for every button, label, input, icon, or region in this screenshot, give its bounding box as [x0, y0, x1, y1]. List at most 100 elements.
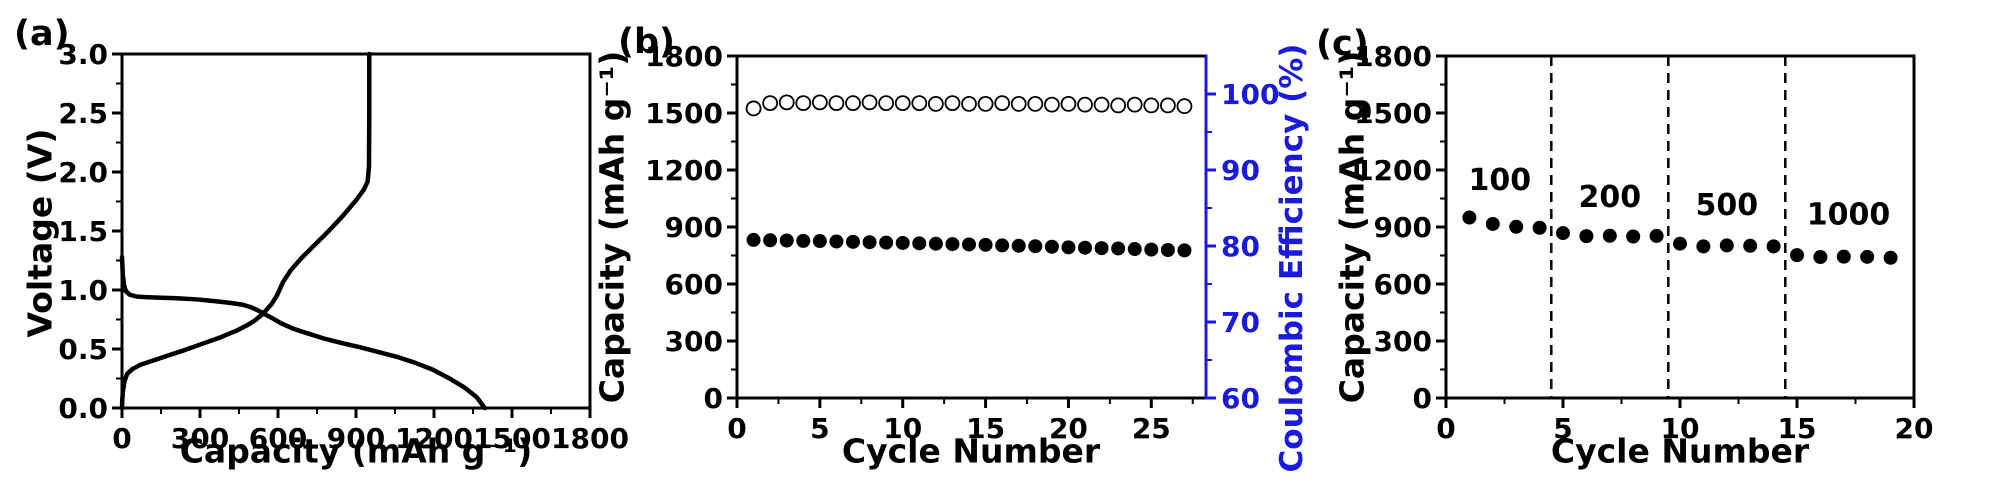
- x-tick-label: 300: [171, 422, 229, 455]
- rate-capacity-point: [1790, 248, 1804, 263]
- y2-tick-label: 90: [1221, 154, 1260, 187]
- y2-axis-title-b: Coulombic Efficiency (%): [1274, 43, 1310, 473]
- capacity-point: [1111, 241, 1126, 256]
- discharge-curve: [119, 254, 487, 411]
- coulombic-efficiency-point: [1110, 97, 1127, 114]
- y-tick-label: 1800: [645, 40, 723, 73]
- x-tick-label: 600: [249, 422, 307, 455]
- x-tick-label: 20: [1895, 412, 1934, 445]
- coulombic-efficiency-point: [1077, 96, 1093, 113]
- rate-label: 500: [1695, 188, 1758, 223]
- coulombic-efficiency-point: [1010, 95, 1027, 112]
- capacity-point: [846, 234, 861, 249]
- rate-capacity-point: [1673, 236, 1687, 251]
- rate-capacity-point: [1462, 210, 1477, 225]
- rate-capacity-point: [1509, 219, 1524, 234]
- capacity-point: [1177, 243, 1192, 258]
- rate-capacity-point: [1696, 239, 1711, 254]
- x-tick-label: 1800: [551, 422, 629, 455]
- rate-label: 1000: [1807, 198, 1891, 233]
- panel-label-a: (a): [14, 14, 70, 54]
- coulombic-efficiency-point: [778, 94, 795, 111]
- coulombic-efficiency-point: [961, 95, 977, 112]
- coulombic-efficiency-point: [795, 95, 812, 112]
- y-tick-label: 2.0: [58, 156, 108, 189]
- y2-tick-label: 60: [1221, 382, 1260, 415]
- capacity-point: [763, 233, 778, 248]
- coulombic-efficiency-point: [927, 95, 944, 112]
- y-axis-title-a: Voltage (V): [20, 128, 60, 338]
- capacity-point: [928, 236, 943, 251]
- coulombic-efficiency-point: [1093, 96, 1110, 113]
- x-tick-label: 20: [1049, 412, 1088, 445]
- coulombic-efficiency-point: [1176, 98, 1193, 115]
- capacity-point: [1044, 239, 1059, 254]
- capacity-point: [978, 237, 993, 252]
- rate-label: 100: [1469, 163, 1532, 198]
- coulombic-efficiency-point: [994, 95, 1011, 112]
- charge-curve: [119, 51, 372, 411]
- y-tick-label: 300: [665, 325, 723, 358]
- y-tick-label: 0.0: [58, 392, 108, 425]
- capacity-point: [995, 238, 1010, 253]
- y-tick-label: 0.5: [58, 333, 108, 366]
- y-axis-title-c: Capacity (mAh g⁻¹): [1332, 50, 1372, 404]
- coulombic-efficiency-point: [944, 95, 961, 112]
- x-axis-title-a: Capacity (mAh g⁻¹): [179, 431, 533, 471]
- y-tick-label: 900: [1374, 211, 1432, 244]
- rate-capacity-point: [1579, 229, 1594, 244]
- panel-label-b: (b): [618, 22, 676, 62]
- coulombic-efficiency-point: [894, 95, 911, 112]
- x-tick-label: 15: [966, 412, 1005, 445]
- coulombic-efficiency-point: [1043, 96, 1060, 113]
- capacity-point: [1078, 240, 1093, 255]
- y-tick-label: 300: [1374, 325, 1432, 358]
- coulombic-efficiency-point: [1143, 97, 1160, 114]
- rate-capacity-point: [1836, 249, 1851, 264]
- y-tick-label: 1.5: [58, 215, 108, 248]
- capacity-point: [812, 234, 827, 249]
- axis-box: [120, 52, 592, 410]
- rate-capacity-point: [1719, 238, 1734, 253]
- coulombic-efficiency-point: [878, 95, 895, 112]
- y-tick-label: 900: [665, 211, 723, 244]
- rate-capacity-point: [1883, 250, 1898, 265]
- y2-tick-label: 70: [1221, 306, 1260, 339]
- panel-a: 0 300 600 900 1200 1500 1800 0.0 0.5 1.0 1.5 2.0 2.5…: [58, 38, 629, 455]
- capacity-point: [1011, 238, 1026, 253]
- coulombic-efficiency-point: [845, 95, 861, 112]
- y-tick-label: 600: [665, 268, 723, 301]
- y-tick-label: 1.0: [58, 274, 108, 307]
- rate-label: 200: [1578, 180, 1641, 215]
- capacity-point: [895, 235, 910, 250]
- capacity-point: [796, 233, 811, 248]
- x-tick-label: 10: [883, 412, 922, 445]
- y-tick-label: 1500: [645, 97, 723, 130]
- y-tick-label: 1800: [1354, 40, 1432, 73]
- rate-capacity-point: [1813, 250, 1828, 265]
- coulombic-efficiency-point: [1159, 97, 1176, 114]
- y-tick-label: 1200: [1354, 154, 1432, 187]
- x-tick-label: 10: [1661, 412, 1700, 445]
- capacity-point: [879, 235, 894, 250]
- x-tick-label: 15: [1778, 412, 1817, 445]
- y-tick-label: 0: [704, 382, 723, 415]
- x-axis-title-c: Cycle Number: [1550, 431, 1810, 471]
- coulombic-efficiency-point: [762, 95, 779, 112]
- capacity-point: [1160, 242, 1175, 257]
- x-tick-label: 0: [112, 422, 131, 455]
- y-tick-label: 2.5: [58, 97, 108, 130]
- rate-capacity-point: [1485, 216, 1500, 231]
- capacity-point: [1144, 242, 1159, 257]
- rate-capacity-point: [1532, 220, 1547, 235]
- capacity-point: [829, 234, 844, 249]
- capacity-point: [1028, 239, 1043, 254]
- coulombic-efficiency-point: [1060, 95, 1077, 112]
- capacity-point: [912, 236, 927, 251]
- capacity-point: [746, 232, 761, 247]
- rate-capacity-point: [1649, 228, 1664, 243]
- y-tick-label: 600: [1374, 268, 1432, 301]
- rate-capacity-point: [1626, 229, 1641, 244]
